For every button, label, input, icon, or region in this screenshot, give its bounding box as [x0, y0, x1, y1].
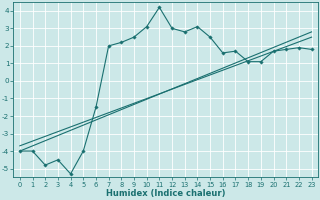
X-axis label: Humidex (Indice chaleur): Humidex (Indice chaleur) [106, 189, 226, 198]
